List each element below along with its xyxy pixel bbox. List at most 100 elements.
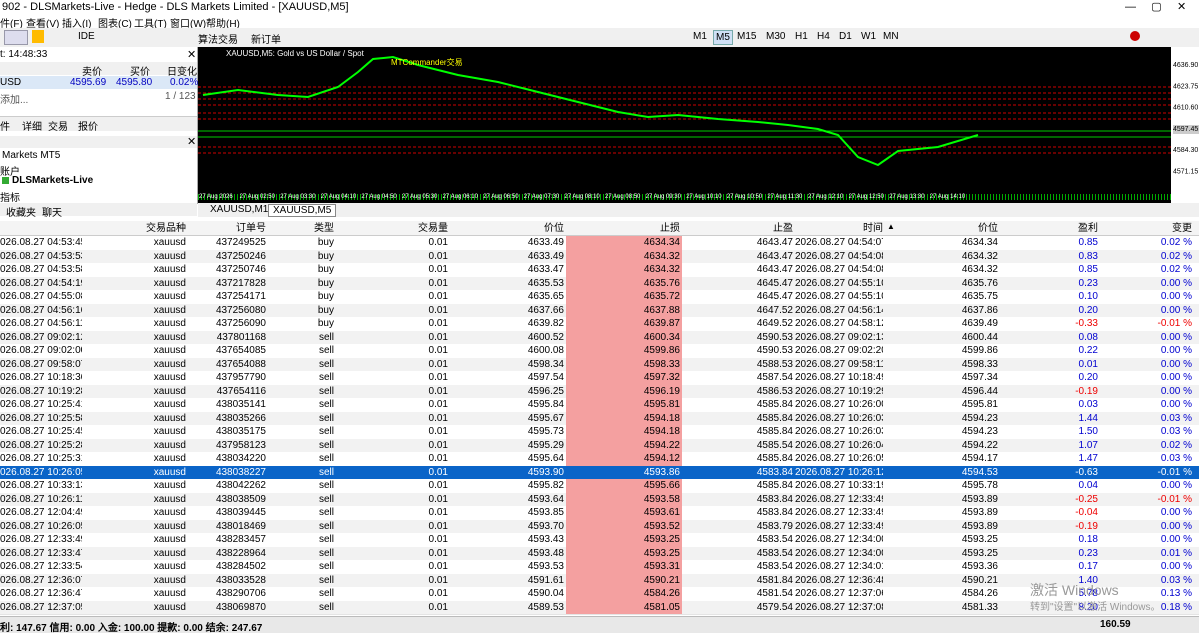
table-cell: 2026.08.27 12:33:49 (795, 493, 883, 505)
table-cell: xauusd (153, 264, 186, 275)
table-cell: sell (318, 561, 334, 572)
navigator-item[interactable]: 账户 (0, 167, 20, 178)
table-cell: 4599.86 (643, 345, 680, 356)
toolbar-icon[interactable] (32, 30, 44, 43)
new-order-button[interactable]: 新订单 (251, 35, 281, 46)
table-cell: 4594.23 (961, 412, 998, 424)
column-header[interactable]: 止损 (660, 223, 680, 234)
menu-item[interactable]: 图表(C) (98, 19, 132, 30)
table-cell: 0.01 (428, 547, 448, 559)
column-header[interactable]: 类型 (314, 223, 334, 234)
table-cell: 4595.81 (961, 399, 998, 410)
table-cell: 437250746 (215, 264, 266, 275)
table-cell: 438034220 (215, 453, 266, 464)
stop-loss-highlight (566, 276, 682, 290)
table-cell: 4600.34 (643, 331, 680, 343)
tab[interactable]: 聊天 (42, 208, 62, 219)
ide-button[interactable]: IDE (78, 31, 95, 42)
timeframe-button[interactable]: H1 (795, 31, 808, 42)
chart-tab[interactable]: XAUUSD,M5 (268, 204, 337, 217)
column-header[interactable]: 变更 (1172, 223, 1192, 234)
column-header[interactable]: 交易量 (418, 223, 448, 234)
table-cell: 0.01 (428, 250, 448, 262)
timeframe-button[interactable]: M1 (693, 31, 707, 42)
table-cell: 437957790 (215, 372, 266, 383)
table-cell: 4635.76 (961, 277, 998, 289)
close[interactable]: ✕ (187, 136, 197, 148)
menu-item[interactable]: 窗口(W) (170, 19, 207, 30)
timeframe-button[interactable]: M30 (766, 31, 786, 42)
timeframe-button[interactable]: H4 (817, 31, 830, 42)
table-cell: xauusd (153, 588, 186, 599)
tab[interactable]: 收藏夹 (6, 208, 36, 219)
tab[interactable]: 详细 (22, 122, 42, 133)
stop-loss-highlight (566, 249, 682, 263)
tab[interactable]: 报价 (78, 122, 98, 133)
timeframe-button[interactable]: MN (883, 31, 899, 42)
table-cell: xauusd (153, 318, 186, 329)
table-cell: 438035141 (215, 399, 266, 410)
column-header[interactable]: 止盈 (773, 223, 793, 234)
table-cell: 4593.43 (527, 534, 564, 545)
chart-tab[interactable]: XAUUSD,M1 (210, 204, 269, 215)
symbol: USD (0, 77, 22, 88)
window-controls[interactable]: — ▢ ✕ (1125, 1, 1187, 13)
table-cell: xauusd (153, 466, 186, 478)
table-cell: 4593.25 (643, 547, 680, 559)
table-cell: 4597.34 (961, 372, 998, 383)
menu-item[interactable]: 帮助(H) (206, 19, 240, 30)
time-label: 27 Aug 05:30 (402, 194, 438, 200)
tab[interactable]: 交易 (48, 122, 68, 133)
navigator-tabs: 收藏夹 聊天 (0, 203, 197, 219)
column-header[interactable]: 盈利 (1078, 223, 1098, 234)
symbol-row[interactable] (0, 76, 197, 89)
table-cell: 026.08.27 04:56:11 (0, 318, 82, 329)
price-label: 4597.45 (1173, 126, 1198, 133)
table-cell: 0.01 (428, 291, 448, 302)
table-cell: 026.08.27 10:19:28 (0, 385, 82, 397)
tab[interactable]: 件 (0, 122, 10, 133)
table-cell: 0.00 % (1160, 520, 1192, 532)
navigator-item[interactable]: 指标 (0, 193, 20, 204)
table-cell: 4637.86 (961, 304, 998, 316)
time-label: 27 Aug 08:50 (605, 194, 641, 200)
navigator-item[interactable]: Markets MT5 (2, 150, 61, 161)
column-header[interactable]: 交易品种 (146, 223, 186, 234)
table-cell: 4588.53 (756, 358, 793, 370)
close[interactable]: ✕ (187, 49, 197, 61)
timeframe-button[interactable]: W1 (861, 31, 876, 42)
table-cell: 026.08.27 04:53:45 (0, 237, 82, 248)
column-header[interactable]: 价位 (544, 223, 564, 234)
column-header[interactable]: 价位 (978, 223, 998, 234)
navigator-item[interactable]: DLSMarkets-Live (12, 175, 94, 186)
table-cell: 4593.90 (527, 466, 564, 478)
table-cell: 026.08.27 10:26:05 (0, 466, 82, 478)
table-cell: 4583.54 (756, 561, 793, 572)
toolbar-icon[interactable] (4, 30, 28, 45)
add-symbol[interactable]: 添加... (0, 95, 29, 106)
table-cell: 1.07 (1078, 439, 1098, 451)
algo-button[interactable]: 算法交易 (198, 35, 238, 46)
timeframe-button[interactable]: D1 (839, 31, 852, 42)
timeframe-button[interactable]: M5 (713, 30, 733, 45)
table-cell: 4635.75 (961, 291, 998, 302)
table-cell: 4633.47 (527, 264, 564, 275)
table-cell: sell (318, 331, 334, 343)
stop-loss-highlight (566, 479, 682, 493)
menu-item[interactable]: 插入(I) (62, 19, 92, 30)
column-header[interactable]: 订单号 (236, 223, 266, 234)
time-label: 27 Aug 10:50 (727, 194, 763, 200)
menu-item[interactable]: 件(F) (0, 19, 23, 30)
timeframe-button[interactable]: M15 (737, 31, 757, 42)
table-cell: sell (318, 385, 334, 397)
menu-item[interactable]: 工具(T) (134, 19, 167, 30)
table-cell: 4600.44 (961, 331, 998, 343)
notification[interactable] (1130, 31, 1140, 41)
table-cell: 4584.26 (643, 588, 680, 599)
table-cell: 0.01 (428, 237, 448, 248)
table-cell: buy (317, 250, 334, 262)
column-header[interactable]: 时间 (863, 223, 883, 234)
table-cell: 4584.26 (961, 588, 998, 599)
table-cell: 2026.08.27 12:37:06 (795, 588, 883, 599)
menu-item[interactable]: 查看(V) (26, 19, 60, 30)
